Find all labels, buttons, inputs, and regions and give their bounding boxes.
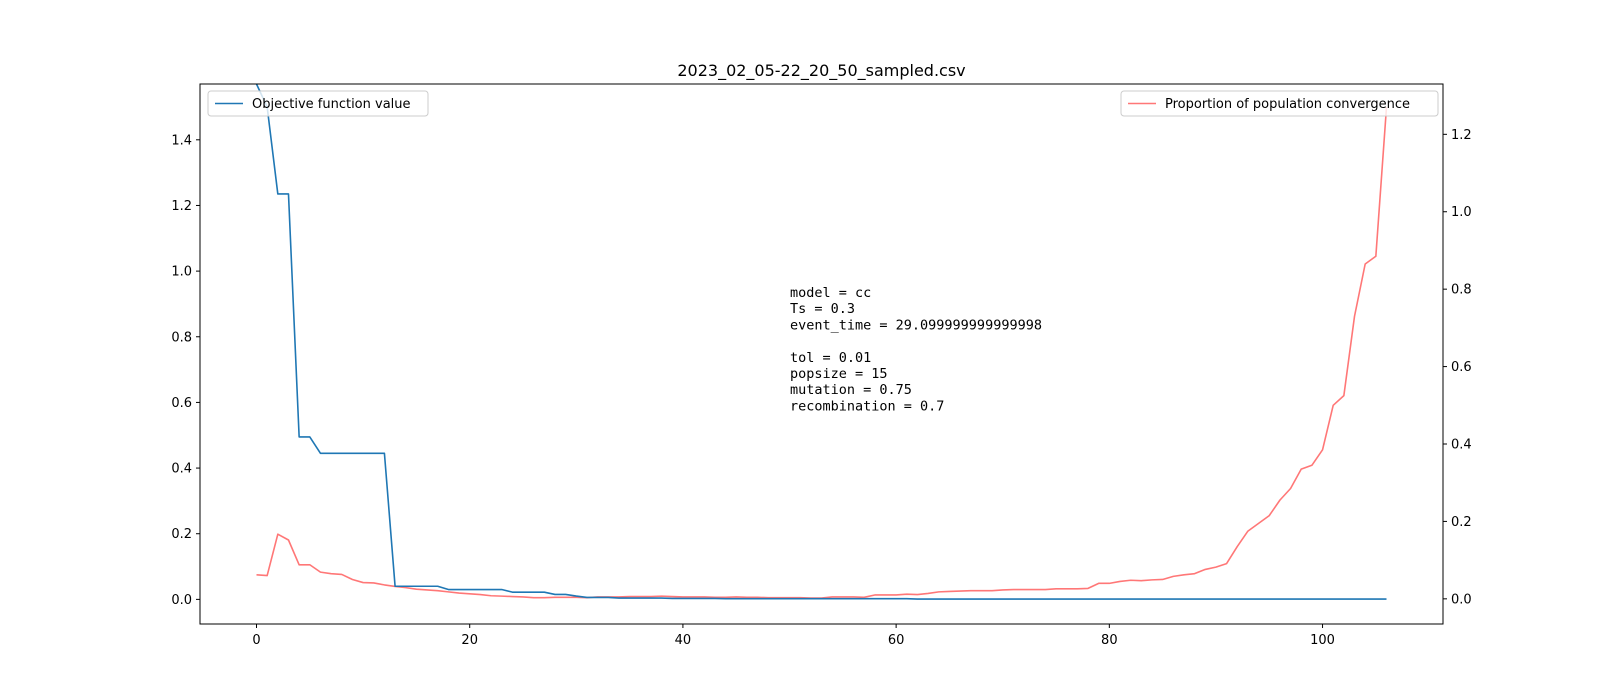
annotation-line: popsize = 15 bbox=[790, 366, 888, 382]
legend-label: Objective function value bbox=[252, 97, 411, 112]
y-left-tick-label: 0.4 bbox=[171, 462, 192, 477]
y-right-tick-label: 1.2 bbox=[1451, 128, 1472, 143]
annotation-line: tol = 0.01 bbox=[790, 350, 871, 366]
series-layer bbox=[255, 84, 1388, 600]
y-right-tick-label: 0.0 bbox=[1451, 592, 1472, 607]
y-left-tick-label: 0.0 bbox=[171, 593, 192, 608]
annotation-line: model = cc bbox=[790, 285, 871, 301]
annotation-line: recombination = 0.7 bbox=[790, 398, 944, 414]
x-tick-label: 40 bbox=[675, 633, 692, 648]
x-axis: 0 20 40 60 80 100 bbox=[252, 624, 1335, 648]
x-tick-label: 80 bbox=[1101, 633, 1118, 648]
x-tick-label: 20 bbox=[461, 633, 478, 648]
y-left-tick-label: 1.4 bbox=[171, 133, 192, 148]
y-left-tick-label: 0.6 bbox=[171, 396, 192, 411]
series-line-objective bbox=[255, 84, 1387, 600]
annotation-line: event_time = 29.099999999999998 bbox=[790, 317, 1042, 333]
annotation-line: mutation = 0.75 bbox=[790, 382, 912, 398]
x-tick-label: 100 bbox=[1310, 633, 1335, 648]
legend-box bbox=[1120, 90, 1439, 117]
y-right-tick-label: 1.0 bbox=[1451, 205, 1472, 220]
x-tick-label: 0 bbox=[252, 633, 260, 648]
x-tick-label: 60 bbox=[888, 633, 905, 648]
legend-objective: Objective function value bbox=[207, 90, 429, 117]
chart-title: 2023_02_05-22_20_50_sampled.csv bbox=[677, 61, 965, 81]
y-left-tick-label: 1.2 bbox=[171, 199, 192, 214]
y-axis-left: 0.0 0.2 0.4 0.6 0.8 1.0 1.2 1.4 bbox=[171, 133, 200, 608]
y-right-tick-label: 0.2 bbox=[1451, 515, 1472, 530]
y-left-tick-label: 0.8 bbox=[171, 330, 192, 345]
annotation-line: Ts = 0.3 bbox=[790, 301, 855, 317]
legend-convergence: Proportion of population convergence bbox=[1120, 90, 1439, 117]
legend-box bbox=[207, 90, 429, 117]
y-left-tick-label: 1.0 bbox=[171, 265, 192, 280]
y-right-tick-label: 0.8 bbox=[1451, 283, 1472, 298]
axes-frame bbox=[199, 83, 1444, 625]
y-right-tick-label: 0.4 bbox=[1451, 438, 1472, 453]
y-axis-right: 0.0 0.2 0.4 0.6 0.8 1.0 1.2 bbox=[1443, 128, 1472, 607]
y-right-tick-label: 0.6 bbox=[1451, 360, 1472, 375]
y-left-tick-label: 0.2 bbox=[171, 527, 192, 542]
legend-label: Proportion of population convergence bbox=[1165, 97, 1410, 112]
